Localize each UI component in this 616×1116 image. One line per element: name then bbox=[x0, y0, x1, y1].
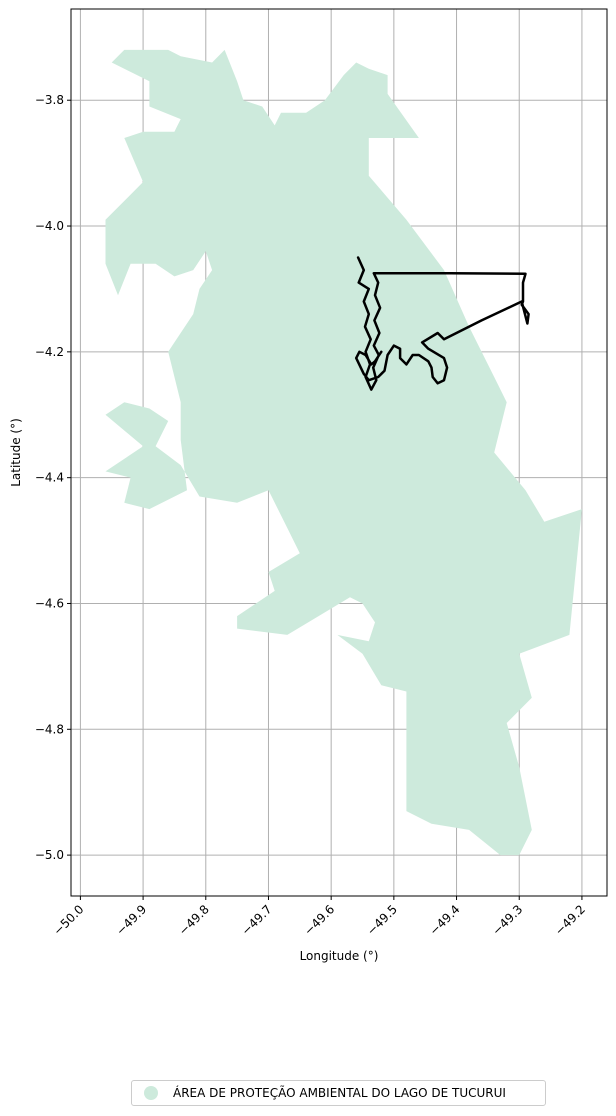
x-tick-label: −49.2 bbox=[552, 902, 588, 938]
y-axis-label: Latitude (°) bbox=[9, 418, 23, 487]
x-tick-label: −49.8 bbox=[176, 902, 212, 938]
y-tick-label: −4.4 bbox=[35, 471, 64, 485]
boundary-overlay-line bbox=[354, 256, 530, 391]
y-tick-label: −4.0 bbox=[35, 219, 64, 233]
x-tick-label: −49.7 bbox=[239, 902, 275, 938]
x-tick-label: −49.3 bbox=[489, 902, 525, 938]
x-tick-label: −50.0 bbox=[51, 902, 87, 938]
protected-area-layer bbox=[105, 49, 582, 856]
x-tick-label: −49.4 bbox=[427, 902, 463, 938]
y-tick-label: −4.8 bbox=[35, 722, 64, 736]
x-tick-label: −49.5 bbox=[364, 902, 400, 938]
axes-frame bbox=[70, 8, 608, 897]
legend-marker bbox=[144, 1086, 158, 1100]
x-tick-label: −49.6 bbox=[301, 902, 337, 938]
x-tick-label: −49.9 bbox=[113, 902, 149, 938]
y-tick-label: −5.0 bbox=[35, 848, 64, 862]
boundary-overlay-layer bbox=[354, 256, 530, 391]
legend-label: ÁREA DE PROTEÇÃO AMBIENTAL DO LAGO DE TU… bbox=[173, 1086, 506, 1100]
y-tick-label: −4.6 bbox=[35, 596, 64, 610]
y-tick-label: −4.2 bbox=[35, 345, 64, 359]
protected-area-polygon bbox=[105, 49, 582, 856]
x-axis-label: Longitude (°) bbox=[300, 949, 379, 963]
y-tick-label: −3.8 bbox=[35, 93, 64, 107]
legend: ÁREA DE PROTEÇÃO AMBIENTAL DO LAGO DE TU… bbox=[131, 1080, 546, 1106]
